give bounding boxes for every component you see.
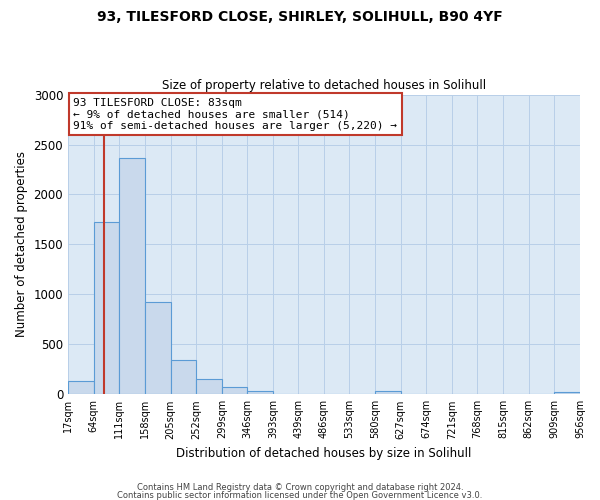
Bar [222,387,247,394]
Bar [170,360,196,394]
X-axis label: Distribution of detached houses by size in Solihull: Distribution of detached houses by size … [176,447,472,460]
Bar [554,392,580,394]
Bar [68,382,94,394]
Text: Contains HM Land Registry data © Crown copyright and database right 2024.: Contains HM Land Registry data © Crown c… [137,484,463,492]
Bar [375,391,401,394]
Bar [145,302,170,394]
Bar [196,379,222,394]
Title: Size of property relative to detached houses in Solihull: Size of property relative to detached ho… [162,79,486,92]
Text: 93, TILESFORD CLOSE, SHIRLEY, SOLIHULL, B90 4YF: 93, TILESFORD CLOSE, SHIRLEY, SOLIHULL, … [97,10,503,24]
Y-axis label: Number of detached properties: Number of detached properties [15,152,28,338]
Bar [94,222,119,394]
Text: 93 TILESFORD CLOSE: 83sqm
← 9% of detached houses are smaller (514)
91% of semi-: 93 TILESFORD CLOSE: 83sqm ← 9% of detach… [73,98,397,131]
Bar [247,391,273,394]
Bar [119,158,145,394]
Text: Contains public sector information licensed under the Open Government Licence v3: Contains public sector information licen… [118,490,482,500]
